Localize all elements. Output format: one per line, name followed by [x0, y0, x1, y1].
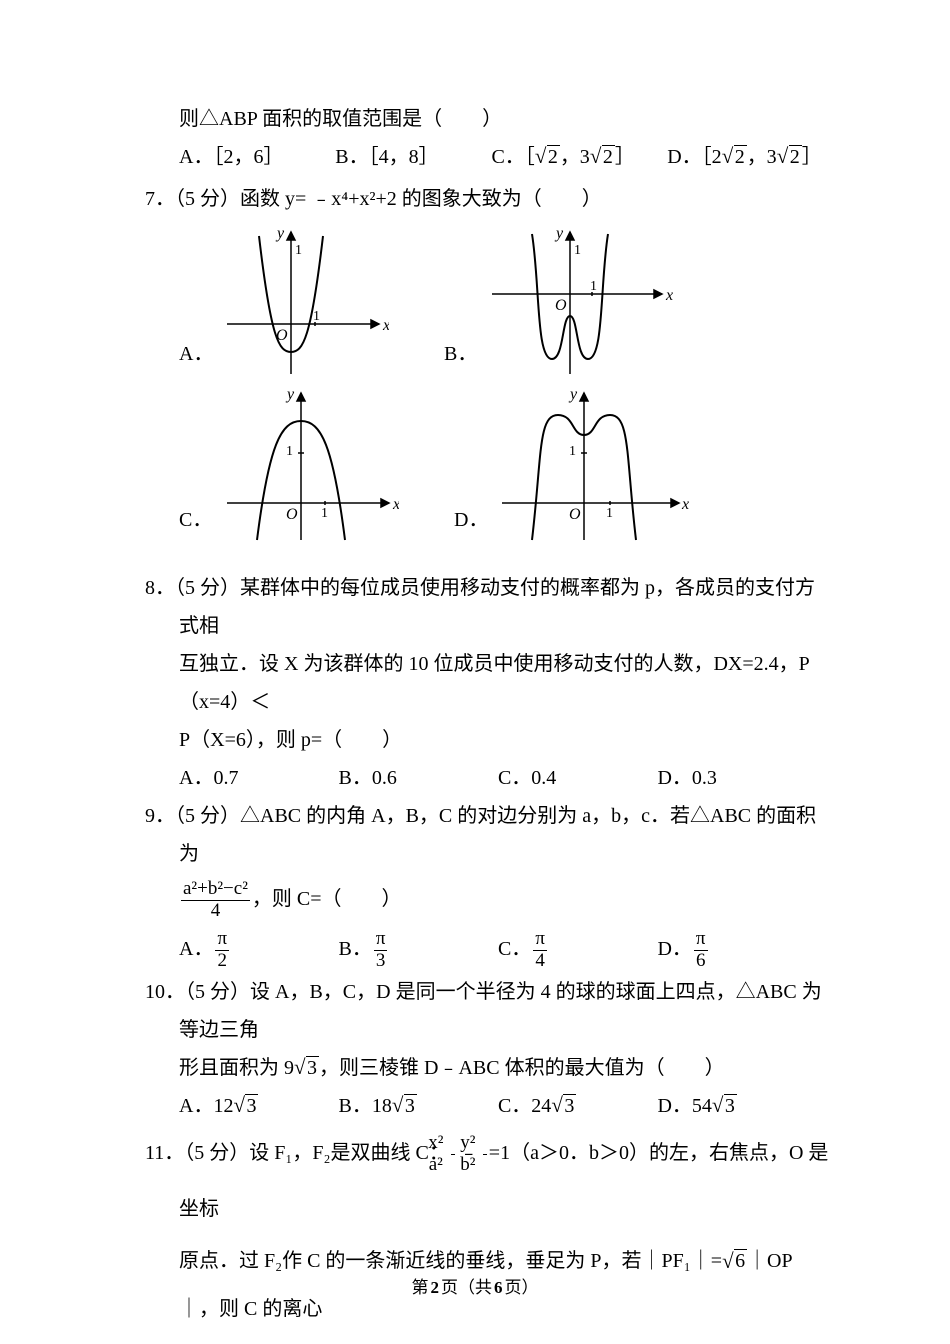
q10-opt-d: D．543 [657, 1087, 816, 1125]
q7-label-b: B． [444, 335, 474, 379]
svg-text:1: 1 [295, 243, 302, 258]
svg-text:1: 1 [606, 506, 613, 521]
svg-text:O: O [569, 506, 581, 523]
q7-graph-b: x y 1 O 1 [484, 224, 674, 379]
svg-text:y: y [275, 225, 285, 242]
svg-text:1: 1 [286, 444, 293, 459]
q10-opt-a: A．123 [179, 1087, 338, 1125]
q7-head: 7．（5 分）函数 y= ﹣x⁴+x²+2 的图象大致为（ ） [145, 180, 830, 218]
q10-options: A．123 B．183 C．243 D．543 [145, 1087, 830, 1125]
q7-graph-a: x y 1 O 1 [219, 224, 389, 379]
svg-text:y: y [568, 386, 578, 403]
q7-row2: C． x y 1 O 1 D． x y 1 [145, 385, 830, 545]
svg-text:x: x [665, 287, 673, 304]
svg-text:1: 1 [574, 243, 581, 258]
q7-graph-c: x y 1 O 1 [219, 385, 399, 545]
svg-text:1: 1 [569, 444, 576, 459]
q6-opt-c: C．［2，32］ [491, 138, 667, 176]
q8-l2: 互独立．设 X 为该群体的 10 位成员中使用移动支付的人数，DX=2.4，P（… [145, 645, 830, 721]
q10-opt-b: B．183 [338, 1087, 497, 1125]
q10-l1: 10．（5 分）设 A，B，C，D 是同一个半径为 4 的球的球面上四点，△AB… [145, 973, 830, 1049]
svg-text:x: x [681, 496, 689, 513]
svg-text:y: y [285, 386, 295, 403]
q11-l1: 11．（5 分）设 F₁，F₂是双曲线 C：x²a²﹣y²b²=1（a＞0．b＞… [145, 1125, 830, 1237]
q8-opt-d: D．0.3 [657, 759, 816, 797]
q6-options: A．［2，6］ B．［4，8］ C．［2，32］ D．［22，32］ [145, 138, 830, 176]
q9-l2: a²+b²−c² 4 ，则 C=（ ） [145, 873, 830, 925]
q6-opt-a: A．［2，6］ [179, 138, 335, 176]
q6-opt-d: D．［22，32］ [667, 138, 823, 176]
q8-opt-b: B．0.6 [338, 759, 497, 797]
svg-text:x: x [382, 317, 389, 334]
q7-label-c: C． [179, 501, 209, 545]
svg-text:1: 1 [313, 309, 320, 324]
q7-row1: A． x y 1 O 1 B． x y 1 O [145, 224, 830, 379]
q9-opt-b: B．π3 [338, 925, 497, 973]
q10-opt-c: C．243 [498, 1087, 657, 1125]
svg-text:x: x [392, 496, 399, 513]
q8-opt-c: C．0.4 [498, 759, 657, 797]
q8-l3: P（X=6），则 p=（ ） [145, 721, 830, 759]
q8-opt-a: A．0.7 [179, 759, 338, 797]
page-footer: 第2页（共6页） [0, 1272, 950, 1304]
q7-label-d: D． [454, 501, 484, 545]
q9-options: A．π2 B．π3 C．π4 D．π6 [145, 925, 830, 973]
q8-options: A．0.7 B．0.6 C．0.4 D．0.3 [145, 759, 830, 797]
q8-l1: 8．（5 分）某群体中的每位成员使用移动支付的概率都为 p，各成员的支付方式相 [145, 569, 830, 645]
svg-text:1: 1 [590, 279, 597, 294]
q7-graph-d: x y 1 O 1 [494, 385, 689, 545]
svg-text:O: O [286, 506, 298, 523]
q9-l1: 9．（5 分）△ABC 的内角 A，B，C 的对边分别为 a，b，c．若△ABC… [145, 797, 830, 873]
svg-text:O: O [555, 297, 567, 314]
q7-label-a: A． [179, 335, 209, 379]
q9-opt-c: C．π4 [498, 925, 657, 973]
q9-frac: a²+b²−c² 4 [179, 879, 252, 922]
svg-text:O: O [276, 327, 288, 344]
q10-l2: 形且面积为 93，则三棱锥 D﹣ABC 体积的最大值为（ ） [145, 1049, 830, 1087]
q6-opt-b: B．［4，8］ [335, 138, 491, 176]
svg-text:y: y [554, 225, 564, 242]
q9-opt-d: D．π6 [657, 925, 816, 973]
q6-tail-line: 则△ABP 面积的取值范围是（ ） [145, 100, 830, 138]
svg-text:1: 1 [321, 506, 328, 521]
q9-opt-a: A．π2 [179, 925, 338, 973]
